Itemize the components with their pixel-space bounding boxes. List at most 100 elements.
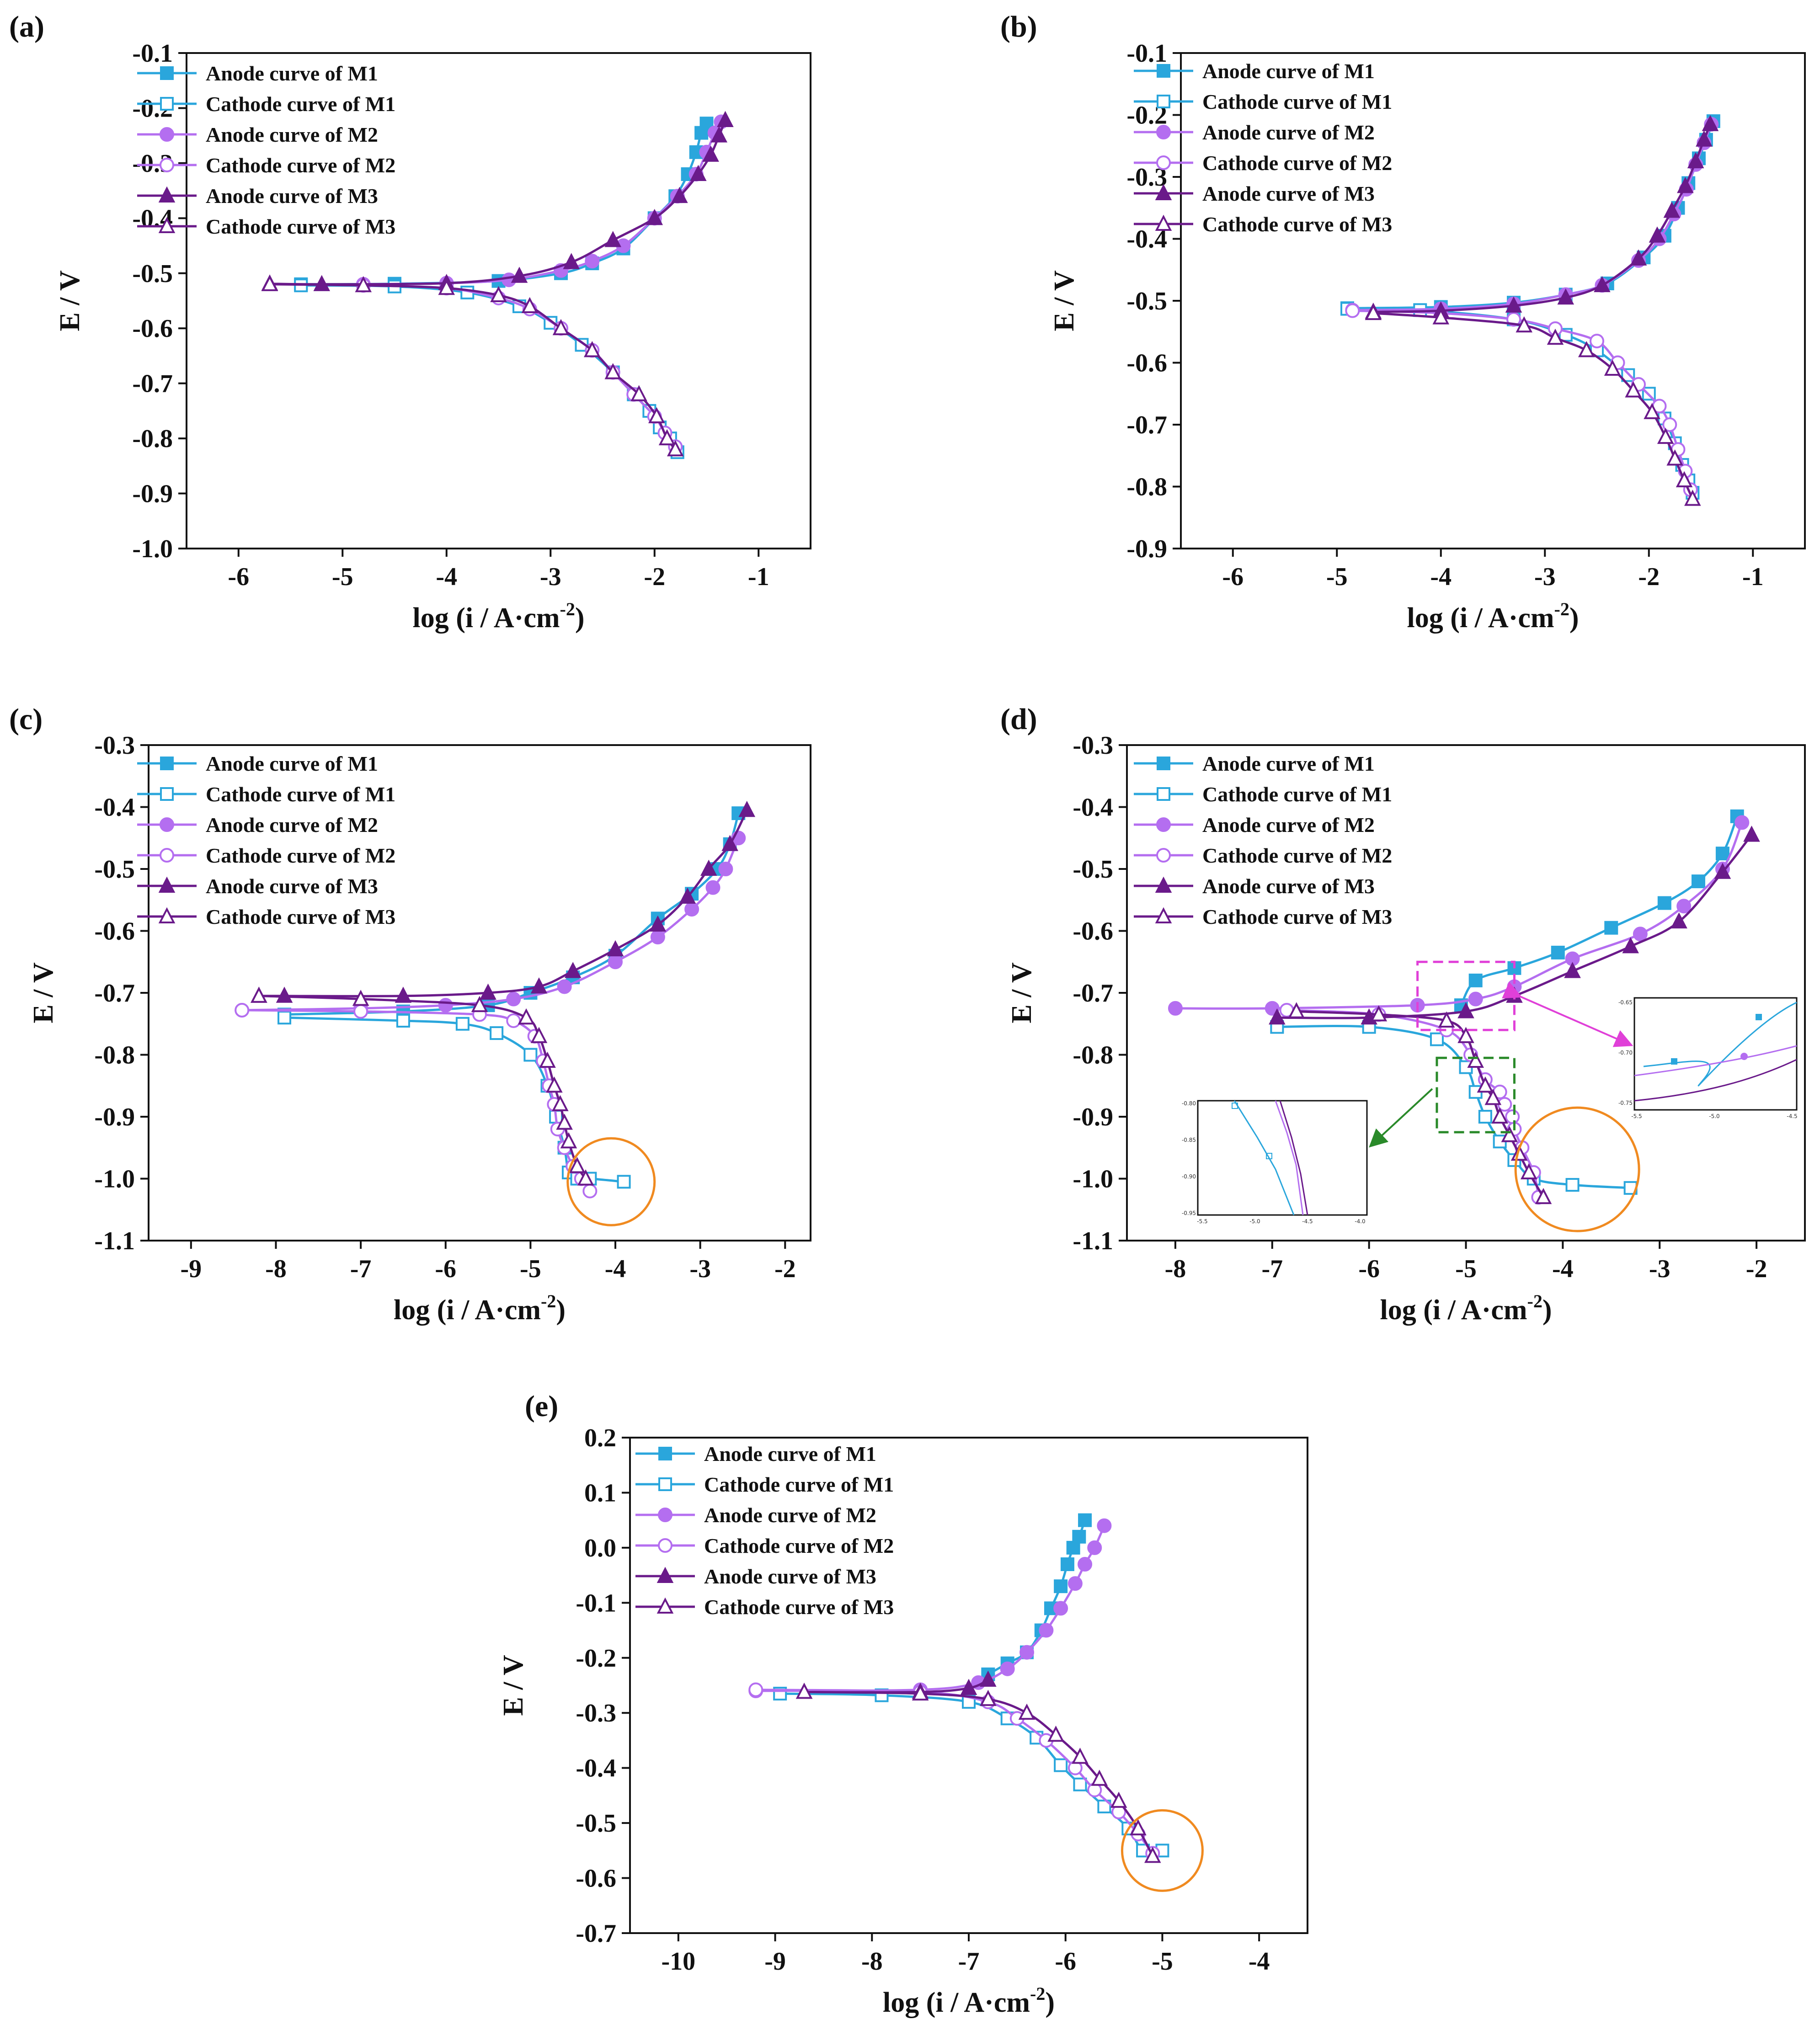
legend-entry: Anode curve of M3	[704, 1565, 876, 1588]
x-tick-label: -3	[540, 563, 561, 591]
data-point	[1054, 1758, 1068, 1772]
x-tick-label: -9	[764, 1947, 786, 1976]
legend-marker	[1157, 787, 1170, 801]
legend-entry: Cathode curve of M3	[704, 1595, 894, 1619]
data-point	[1054, 1579, 1068, 1593]
data-point	[1547, 328, 1564, 345]
data-point	[1657, 896, 1671, 910]
series-line	[1352, 309, 1692, 490]
legend-marker	[1157, 64, 1170, 78]
y-tick-label: -0.5	[132, 260, 173, 288]
inset-tick-label: -5.0	[1709, 1113, 1719, 1119]
inset-left: -0.80 -0.85 -0.90 -0.95-5.5 -5.0 -4.5 -4.0	[1182, 1100, 1368, 1225]
data-point	[1644, 403, 1660, 419]
data-point	[1505, 296, 1522, 313]
data-point	[1630, 249, 1647, 266]
legend: Anode curve of M1 Cathode curve of M1 Anod…	[635, 1442, 894, 1619]
data-point	[396, 1013, 410, 1028]
data-point	[717, 111, 734, 127]
legend-entry: Cathode curve of M2	[1202, 151, 1392, 175]
data-point	[1097, 1518, 1112, 1533]
data-point	[506, 991, 521, 1007]
data-point	[546, 1076, 563, 1093]
data-point	[1087, 1540, 1102, 1555]
data-point	[1535, 1188, 1552, 1204]
legend-marker	[160, 817, 174, 832]
data-point	[1110, 1791, 1127, 1808]
y-tick-label: -0.6	[132, 314, 173, 343]
inset-marker	[1756, 1014, 1762, 1020]
y-tick-label: -0.7	[94, 979, 135, 1007]
y-tick-label: -0.8	[1126, 473, 1167, 501]
y-tick-label: -1.1	[1073, 1227, 1113, 1255]
y-tick-label: -0.1	[132, 39, 173, 68]
x-tick-label: -6	[435, 1255, 456, 1283]
inset-tick-label: -5.5	[1197, 1218, 1207, 1225]
data-point	[1053, 1601, 1068, 1616]
y-tick-label: -0.8	[94, 1041, 135, 1070]
series-line	[1347, 308, 1694, 493]
y-tick-label: -0.4	[94, 794, 135, 822]
legend-marker	[1155, 214, 1172, 231]
x-tick-label: -3	[1534, 563, 1556, 591]
inset-marker	[1671, 1058, 1677, 1065]
data-point	[1677, 176, 1694, 193]
x-tick-label: -7	[350, 1255, 372, 1283]
legend-marker	[160, 848, 174, 863]
x-tick-label: -4	[1552, 1255, 1574, 1283]
legend-marker	[658, 1538, 672, 1553]
legend-entry: Anode curve of M1	[1202, 752, 1375, 775]
series-cathode-curve-of-m3	[1288, 1002, 1552, 1204]
x-tick-label: -6	[1358, 1255, 1380, 1283]
y-tick-label: -0.8	[132, 425, 173, 453]
x-tick-label: -10	[662, 1947, 696, 1976]
data-point	[1684, 490, 1701, 506]
legend-entry: Anode curve of M1	[206, 62, 378, 85]
y-tick-label: -1.1	[94, 1227, 135, 1255]
inset-frame	[1197, 1100, 1368, 1216]
data-point	[1430, 1032, 1444, 1046]
data-point	[1365, 304, 1382, 320]
data-point	[648, 407, 665, 423]
data-point	[667, 440, 684, 457]
x-tick-label: -5	[1152, 1947, 1173, 1976]
y-tick-label: -0.5	[94, 855, 135, 884]
legend-marker	[658, 1508, 672, 1522]
x-tick-label: -5	[1326, 563, 1348, 591]
legend-entry: Cathode curve of M2	[704, 1534, 894, 1557]
x-tick-label: -2	[1638, 563, 1660, 591]
data-point	[1478, 1110, 1492, 1124]
inset-line-m2	[1634, 1045, 1797, 1076]
data-point	[960, 1679, 977, 1695]
data-point	[1432, 308, 1450, 325]
series-anode-curve-of-m1	[1340, 114, 1720, 315]
inset-tick-label: -0.90	[1182, 1173, 1196, 1180]
data-point	[530, 977, 548, 994]
x-axis-label: log (i / A·cm-2)	[1380, 1291, 1552, 1326]
legend-entry: Cathode curve of M1	[1202, 90, 1392, 113]
data-point	[1649, 226, 1666, 243]
data-point	[569, 1157, 586, 1173]
y-tick-label: -0.9	[132, 480, 173, 508]
x-tick-label: -9	[180, 1255, 202, 1283]
data-point	[1370, 1005, 1388, 1022]
series-anode-curve-of-m1	[1454, 809, 1744, 1013]
legend-marker	[1155, 876, 1172, 893]
data-point	[235, 1002, 250, 1018]
data-point	[1633, 927, 1648, 942]
legend-marker	[1156, 125, 1171, 139]
chart-panel-b: (b)-6 -5 -4 -3 -2 -1-0.9-0.8-0.7-0.6-0.5-0.4-…	[1000, 10, 1806, 634]
data-point	[604, 231, 622, 247]
series-cathode-curve-of-m1	[294, 278, 684, 459]
series-anode-curve-of-m3	[1365, 115, 1719, 319]
legend-entry: Cathode curve of M1	[704, 1473, 894, 1496]
data-point	[251, 986, 267, 1003]
x-tick-label: -3	[689, 1255, 711, 1283]
legend-entry: Anode curve of M3	[1202, 874, 1375, 898]
data-point	[617, 1175, 631, 1189]
y-tick-label: 0.1	[584, 1479, 616, 1507]
data-point	[1501, 1126, 1518, 1142]
data-point	[1468, 991, 1483, 1007]
legend-marker	[656, 1597, 674, 1614]
legend-marker	[158, 186, 176, 202]
